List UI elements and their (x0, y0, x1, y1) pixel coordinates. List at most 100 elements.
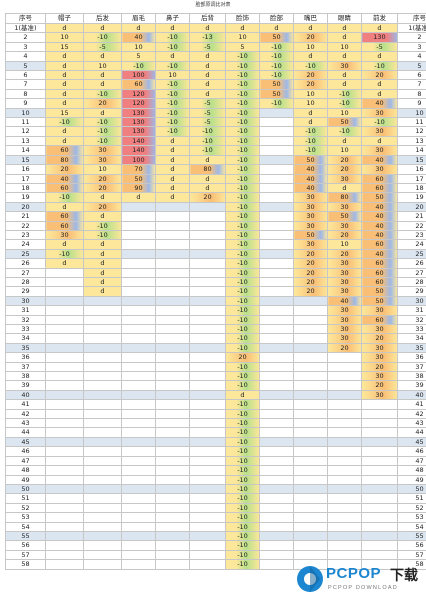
empty-cell (361, 493, 398, 504)
table-row: 5 d 10 -10 -10 d -10 -10 -10 30 -10 5 (5, 60, 426, 72)
value-cell: d (189, 173, 226, 184)
value-cell: 30 (361, 342, 398, 354)
row-number: 7 (5, 79, 46, 90)
row-number: 25 (5, 248, 46, 260)
value-cell: 15 (45, 41, 84, 53)
value-cell: 5 (121, 51, 156, 62)
value-cell: 10 (293, 88, 328, 100)
empty-cell (259, 549, 294, 561)
value-cell: d (155, 154, 190, 166)
row-number: 24 (5, 239, 46, 250)
row-number: 33 (397, 323, 426, 335)
value-cell: 80 (45, 154, 84, 166)
empty-cell (259, 286, 294, 297)
empty-cell (121, 295, 156, 307)
value-cell: 60 (361, 182, 398, 194)
empty-cell (155, 248, 190, 260)
value-cell: -10 (83, 135, 122, 147)
value-cell: d (155, 51, 190, 62)
empty-cell (83, 380, 122, 391)
value-cell: -5 (189, 41, 226, 53)
value-cell: -10 (225, 192, 260, 203)
empty-cell (189, 220, 226, 231)
empty-cell (189, 352, 226, 363)
value-cell: 20 (225, 352, 260, 363)
empty-cell (83, 502, 122, 514)
value-cell: 10 (83, 60, 122, 72)
row-number: 23 (5, 229, 46, 241)
value-cell: -5 (83, 41, 122, 53)
empty-cell (155, 352, 190, 363)
value-cell: -10 (225, 295, 260, 307)
value-cell: -10 (327, 88, 362, 100)
table-header-row: 序号 帽子 后发 眉毛 鼻子 后背 脸饰 脸部 嘴巴 眼睛 前发 序号 (5, 13, 426, 24)
empty-cell (259, 540, 294, 551)
empty-cell (361, 465, 398, 476)
row-number: 47 (397, 455, 426, 467)
row-number: 29 (5, 286, 46, 297)
empty-cell (155, 427, 190, 438)
value-cell: -10 (225, 286, 260, 297)
value-cell: -10 (225, 371, 260, 382)
value-cell: d (189, 154, 226, 166)
table-row: 41 -10 41 (5, 399, 426, 410)
row-number: 36 (397, 352, 426, 363)
empty-cell (293, 540, 328, 551)
table-row: 29 d -10 20 30 50 29 (5, 286, 426, 297)
empty-cell (121, 333, 156, 344)
value-cell: 50 (259, 79, 294, 90)
value-cell: -10 (225, 455, 260, 467)
value-cell: -10 (293, 60, 328, 72)
row-number: 16 (397, 164, 426, 175)
value-cell: -10 (155, 117, 190, 128)
value-cell: -10 (83, 229, 122, 241)
empty-cell (259, 371, 294, 382)
value-cell: 40 (327, 295, 362, 307)
column-header: 序号 (5, 13, 46, 24)
empty-cell (189, 239, 226, 250)
value-cell: 50 (293, 229, 328, 241)
empty-cell (155, 305, 190, 316)
empty-cell (155, 418, 190, 429)
empty-cell (121, 530, 156, 542)
empty-cell (327, 361, 362, 373)
table-row: 30 -10 40 50 30 (5, 295, 426, 307)
empty-cell (259, 521, 294, 532)
value-cell: d (225, 22, 260, 34)
empty-cell (121, 258, 156, 269)
empty-cell (361, 446, 398, 457)
row-number: 55 (5, 530, 46, 542)
row-number: 32 (397, 314, 426, 326)
row-number: 17 (397, 173, 426, 184)
empty-cell (121, 521, 156, 532)
empty-cell (45, 559, 84, 570)
value-cell: d (83, 22, 122, 34)
value-cell: 5 (225, 41, 260, 53)
empty-cell (121, 267, 156, 278)
row-number: 24 (397, 239, 426, 250)
empty-cell (45, 342, 84, 354)
value-cell: 120 (121, 98, 156, 109)
value-cell: -10 (225, 408, 260, 420)
value-cell: 40 (361, 211, 398, 222)
empty-cell (155, 286, 190, 297)
value-cell: d (45, 258, 84, 269)
empty-cell (361, 483, 398, 495)
value-cell: 10 (121, 41, 156, 53)
empty-cell (155, 399, 190, 410)
table-row: 9 d 20 120 -10 -5 -10 -10 10 -10 40 9 (5, 98, 426, 109)
value-cell: -10 (225, 126, 260, 137)
empty-cell (83, 493, 122, 504)
value-cell: -10 (225, 323, 260, 335)
value-cell: 30 (83, 145, 122, 156)
empty-cell (83, 389, 122, 401)
empty-cell (121, 436, 156, 448)
empty-cell (259, 164, 294, 175)
value-cell: 30 (83, 154, 122, 166)
row-number: 1(基准) (5, 22, 46, 34)
empty-cell (327, 446, 362, 457)
empty-cell (259, 474, 294, 485)
row-number: 15 (397, 154, 426, 166)
column-header: 鼻子 (155, 13, 190, 24)
empty-cell (259, 135, 294, 147)
